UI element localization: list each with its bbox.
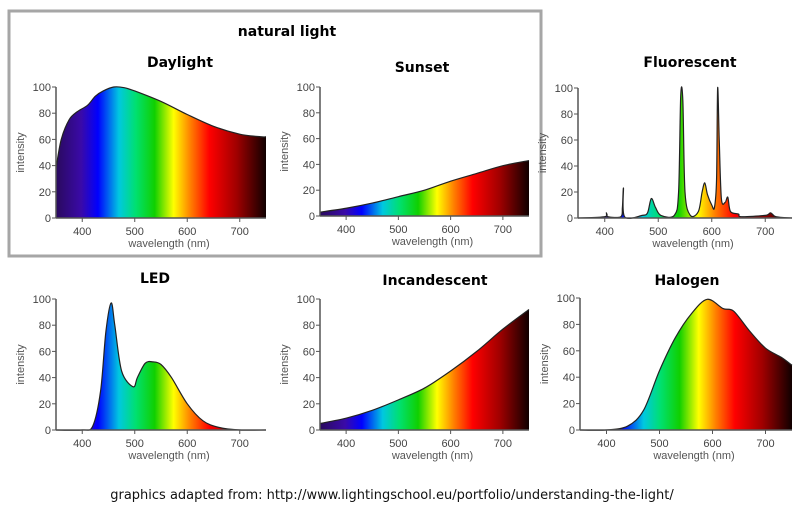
x-axis-label: wavelength (nm) [391,236,473,248]
y-tick-label: 40 [303,373,315,385]
x-tick-label: 400 [73,438,91,450]
y-tick-label: 20 [563,399,575,411]
chart-halogen: 0 20 40 60 80 100 400 500 600 700 wavelength (nm) i… [539,273,793,462]
y-tick-label: 0 [567,213,573,225]
y-tick-label: 40 [39,161,51,173]
y-tick-label: 20 [303,399,315,411]
x-tick-label: 400 [337,224,355,236]
y-tick-label: 40 [39,373,51,385]
y-tick-label: 0 [569,425,575,437]
x-tick-label: 500 [126,226,144,238]
y-axis-label: intensity [537,132,549,173]
footer-credit: graphics adapted from: http://www.lighti… [110,488,674,503]
spectrum-curve [319,159,530,213]
y-tick-label: 0 [309,425,315,437]
x-axis-label: wavelength (nm) [127,238,209,250]
spectrum-area [580,299,792,431]
x-tick-label: 700 [231,226,249,238]
y-tick-label: 20 [39,399,51,411]
natural-light-group-box [7,9,543,258]
x-axis-label: wavelength (nm) [651,238,733,250]
x-tick-label: 400 [73,226,91,238]
x-tick-label: 600 [441,438,459,450]
chart-daylight: 0 20 40 60 80 100 400 500 600 700 wavelength (nm) i… [15,55,267,250]
y-tick-label: 60 [563,346,575,358]
chart-title: Fluorescent [643,55,736,71]
x-axis-label: wavelength (nm) [127,450,209,462]
y-tick-label: 0 [309,211,315,223]
chart-incandescent: 0 20 40 60 80 100 400 500 600 700 wavelength (nm) i… [279,273,530,462]
x-axis-label: wavelength (nm) [652,450,734,462]
x-tick-label: 600 [703,226,721,238]
spectrum-curve [55,86,267,169]
chart-title: Daylight [147,55,213,71]
x-tick-label: 700 [494,438,512,450]
chart-title: LED [140,271,170,287]
chart-title: Halogen [654,273,719,289]
x-tick-label: 600 [178,438,196,450]
x-tick-label: 700 [231,438,249,450]
x-tick-label: 600 [441,224,459,236]
y-tick-label: 80 [303,108,315,120]
x-tick-label: 400 [337,438,355,450]
y-tick-label: 80 [563,319,575,331]
spectrum-area [56,86,266,218]
x-axis-label: wavelength (nm) [391,450,473,462]
x-tick-label: 700 [494,224,512,236]
y-axis-label: intensity [539,343,551,384]
y-tick-label: 100 [33,82,51,94]
y-tick-label: 60 [303,346,315,358]
y-tick-label: 0 [45,425,51,437]
y-tick-label: 100 [555,83,573,95]
chart-fluorescent: 0 20 40 60 80 100 400 500 600 700 wavelength (nm) i… [537,55,793,250]
y-tick-label: 100 [33,294,51,306]
y-tick-label: 0 [45,213,51,225]
x-tick-label: 500 [389,224,407,236]
y-axis-label: intensity [279,131,291,172]
y-axis-label: intensity [279,344,291,385]
y-axis-label: intensity [15,132,27,173]
y-tick-label: 40 [561,161,573,173]
y-tick-label: 20 [303,185,315,197]
chart-led: 0 20 40 60 80 100 400 500 600 700 wavelength (nm) i… [15,271,267,462]
y-tick-label: 40 [303,159,315,171]
y-tick-label: 40 [563,372,575,384]
spectrum-curve [579,298,793,431]
x-tick-label: 700 [756,226,774,238]
group-label: natural light [238,24,337,40]
spectrum-area [56,302,266,431]
y-axis-label: intensity [15,344,27,385]
y-tick-label: 100 [557,293,575,305]
y-tick-label: 80 [39,320,51,332]
y-tick-label: 60 [561,135,573,147]
spectrum-curve [55,302,267,431]
chart-title: Incandescent [382,273,487,289]
x-tick-label: 600 [178,226,196,238]
y-tick-label: 20 [561,187,573,199]
y-tick-label: 100 [297,82,315,94]
x-tick-label: 400 [597,438,615,450]
spectrum-curve [577,86,793,220]
y-tick-label: 60 [39,346,51,358]
x-tick-label: 600 [703,438,721,450]
chart-title: Sunset [395,60,450,76]
x-tick-label: 500 [649,226,667,238]
spectrum-area [320,160,529,216]
y-tick-label: 20 [39,187,51,199]
y-tick-label: 60 [39,134,51,146]
y-tick-label: 80 [561,109,573,121]
x-tick-label: 700 [756,438,774,450]
spectrum-curve [319,309,530,425]
x-tick-label: 500 [126,438,144,450]
spectrum-area [320,309,529,430]
y-tick-label: 100 [297,294,315,306]
x-tick-label: 500 [650,438,668,450]
x-tick-label: 500 [389,438,407,450]
y-tick-label: 80 [303,320,315,332]
chart-sunset: 0 20 40 60 80 100 400 500 600 700 wavelength (nm) i… [279,60,530,248]
y-tick-label: 60 [303,134,315,146]
x-tick-label: 400 [596,226,614,238]
y-tick-label: 80 [39,108,51,120]
